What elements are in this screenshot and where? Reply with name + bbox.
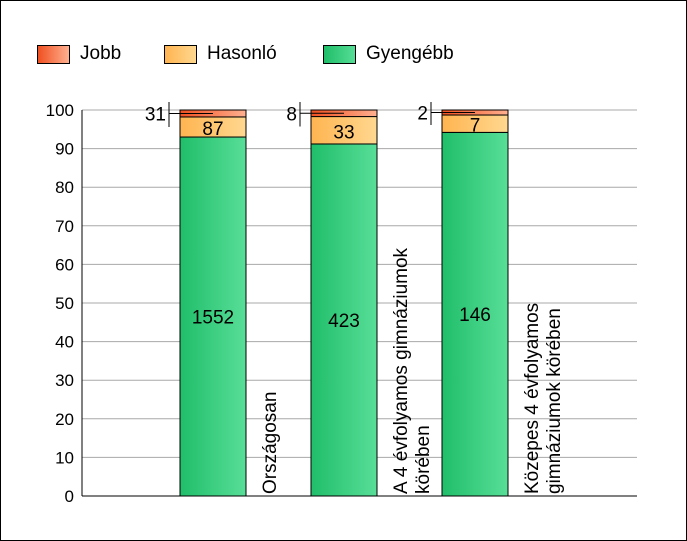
bars: 1552 87 31 423 33 8 146 7 2 [145, 102, 509, 497]
category-label: Országosan [260, 392, 281, 494]
data-label: 2 [417, 104, 428, 125]
y-tick-label: 50 [55, 294, 74, 313]
data-label: 423 [328, 311, 360, 332]
data-label: 33 [333, 122, 354, 143]
legend-label-hasonlo: Hasonló [207, 43, 277, 64]
y-tick-label: 90 [55, 140, 74, 159]
legend-item-gyengebb: Gyengébb [323, 43, 454, 65]
legend-swatch-hasonlo [164, 44, 197, 64]
data-label: 146 [459, 305, 491, 326]
bar-gyengbb-0 [179, 136, 247, 497]
legend-item-jobb: Jobb [37, 43, 121, 65]
y-tick-label: 60 [55, 255, 74, 274]
legend-item-hasonlo: Hasonló [164, 43, 277, 65]
data-label: 8 [286, 104, 297, 125]
y-tick-label: 30 [55, 371, 74, 390]
legend-swatch-gyengebb [323, 44, 356, 64]
legend-label-gyengebb: Gyengébb [366, 43, 454, 64]
y-tick-label: 20 [55, 410, 74, 429]
category-labels: Országosan A 4 évfolyamos gimnáziumok köré… [260, 247, 565, 494]
y-tick-label: 0 [65, 487, 74, 506]
data-label: 1552 [192, 308, 234, 329]
category-label: Közepes 4 évfolyamos [522, 303, 543, 494]
category-label: A 4 évfolyamos gimnáziumok [391, 247, 412, 494]
y-tick-label: 100 [46, 101, 74, 120]
y-tick-label: 80 [55, 178, 74, 197]
y-tick-label: 10 [55, 448, 74, 467]
data-label: 7 [470, 116, 481, 137]
bar-hasonl-1 [310, 116, 378, 145]
data-label: 87 [202, 119, 223, 140]
y-tick-label: 40 [55, 333, 74, 352]
category-label: körében [413, 425, 434, 494]
category-label: gimnáziumok körében [544, 308, 565, 494]
legend-label-jobb: Jobb [80, 43, 122, 64]
legend-swatch-jobb [37, 44, 70, 64]
data-label: 31 [145, 104, 166, 125]
y-tick-label: 70 [55, 217, 74, 236]
bar-gyengbb-1 [310, 143, 378, 497]
